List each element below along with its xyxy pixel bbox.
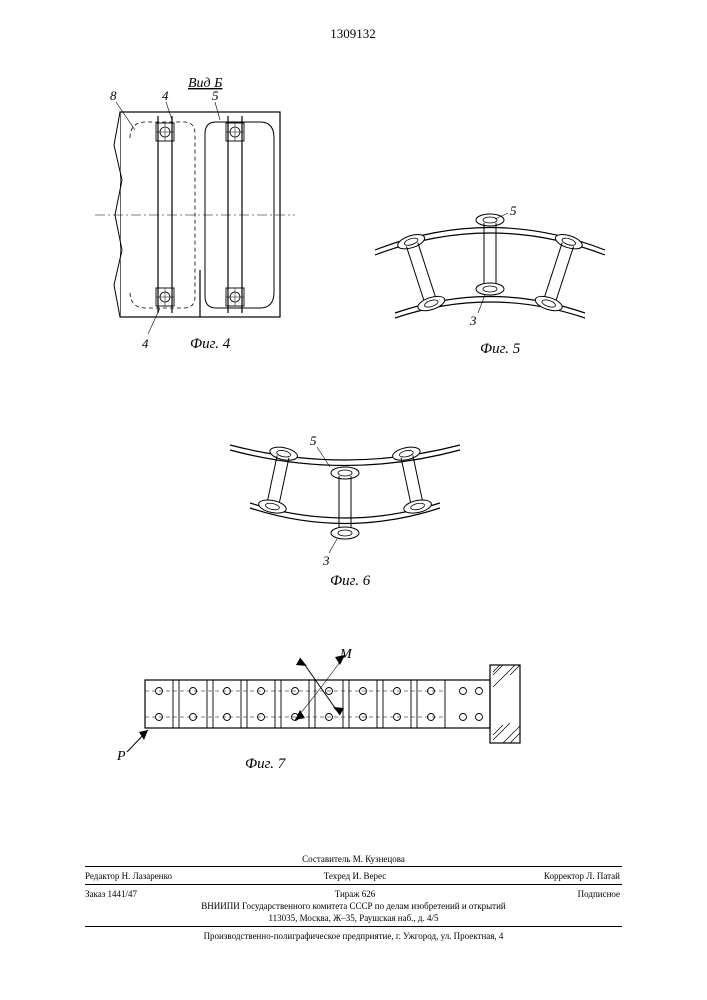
fig5-pin-right <box>534 232 584 314</box>
footer-signed: Подписное <box>500 888 620 901</box>
footer-compositor: Составитель М. Кузнецова <box>85 853 622 866</box>
fig6-callout-3: 3 <box>322 553 330 568</box>
footer-print-run: Тираж 626 <box>300 888 410 901</box>
fig6-pin-right <box>391 445 432 515</box>
fig6-callout-5: 5 <box>310 433 317 448</box>
figure-5: 5 3 Фиг. 5 <box>375 203 605 357</box>
footer-corrector: Корректор Л. Патай <box>460 870 620 883</box>
footer-rule-1 <box>85 866 622 867</box>
page: 1309132 Вид Б 8 4 5 <box>0 0 707 1000</box>
fig5-pin-middle <box>476 214 504 295</box>
fig5-callout-3: 3 <box>469 313 477 328</box>
footer-vniipi2: 113035, Москва, Ж–35, Раушская наб., д. … <box>85 912 622 925</box>
figure-6: 5 3 Фиг. 6 <box>230 433 460 589</box>
fig7-label: Фиг. 7 <box>245 756 287 772</box>
bolt-br <box>226 288 244 306</box>
footer-order: Заказ 1441/47 <box>85 888 235 901</box>
fig6-label: Фиг. 6 <box>330 573 371 589</box>
bolt-tr <box>226 123 244 141</box>
bolt-tl <box>156 123 174 141</box>
moment-arrow <box>295 655 345 720</box>
drawing-sheet: 1309132 Вид Б 8 4 5 <box>0 0 707 1000</box>
fig5-label: Фиг. 5 <box>480 341 521 357</box>
footer-producer: Производственно-полиграфическое предприя… <box>85 930 622 943</box>
footer-tech: Техред И. Верес <box>280 870 430 883</box>
figure-4: Вид Б 8 4 5 <box>95 76 295 352</box>
bolt-bl <box>156 288 174 306</box>
fig7-callout-P: Р <box>116 749 126 764</box>
footer-rule-3 <box>85 926 622 927</box>
fig5-callout-5: 5 <box>510 203 517 218</box>
fig7-callout-M: М <box>339 647 353 662</box>
fig6-pin-left <box>257 445 298 515</box>
footer-editor: Редактор Н. Лазаренко <box>85 870 255 883</box>
fig5-pin-left <box>396 232 446 314</box>
callout-4-top: 4 <box>162 88 169 103</box>
callout-4-bottom: 4 <box>142 336 149 351</box>
figure-7: М Р Фиг. 7 <box>116 647 520 772</box>
footer-rule-2 <box>85 884 622 885</box>
callout-8: 8 <box>110 88 117 103</box>
callout-5: 5 <box>212 88 219 103</box>
footer-vniipi1: ВНИИПИ Государственного комитета СССР по… <box>85 900 622 913</box>
fig4-label: Фиг. 4 <box>190 336 231 352</box>
patent-number: 1309132 <box>330 26 376 41</box>
fig6-pin-middle <box>331 467 359 539</box>
